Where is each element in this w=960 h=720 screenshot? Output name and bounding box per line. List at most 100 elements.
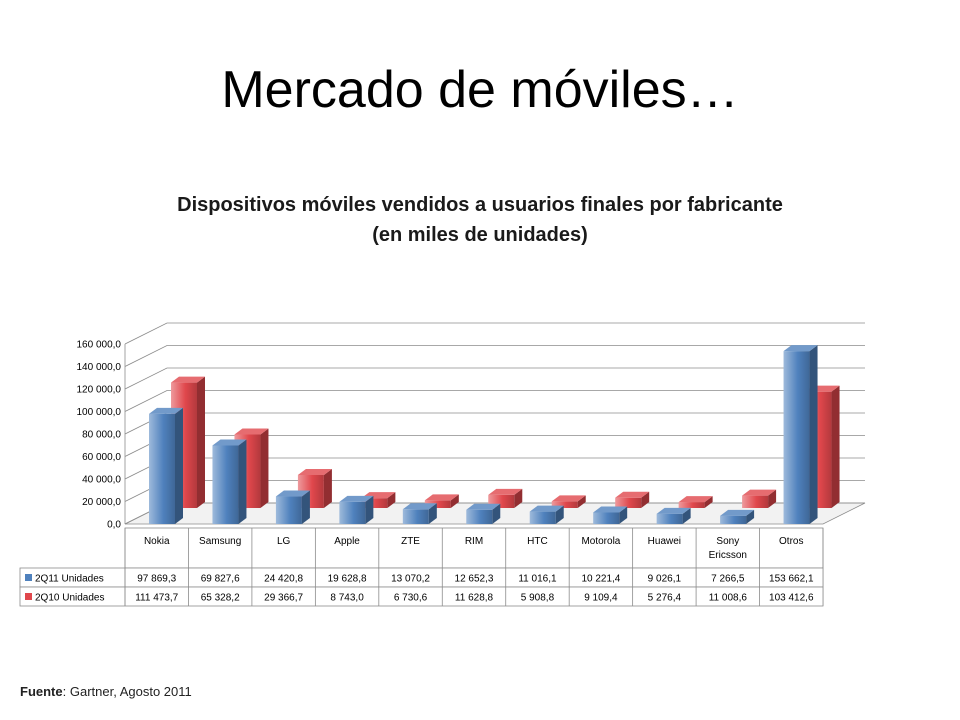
legend-key <box>25 574 32 581</box>
table-header-row <box>124 527 824 569</box>
data-label: 111 473,7 <box>135 593 178 604</box>
data-label: 9 026,1 <box>648 574 682 585</box>
bar-2q11-lg <box>275 490 310 524</box>
bar-side <box>492 503 501 524</box>
category-label: HTC <box>527 536 548 547</box>
data-label: 10 221,4 <box>581 574 620 585</box>
data-label: 7 266,5 <box>711 574 745 585</box>
bar-side <box>641 491 650 508</box>
bar-top <box>171 376 205 383</box>
bar-top <box>212 439 247 446</box>
bar-front <box>742 495 769 508</box>
category-label: Nokia <box>144 536 170 547</box>
bar-side <box>619 506 628 524</box>
data-label: 103 412,6 <box>769 593 814 604</box>
data-label: 153 662,1 <box>769 574 814 585</box>
data-label: 19 628,8 <box>328 574 367 585</box>
bar-front <box>529 511 556 524</box>
data-label: 24 420,8 <box>264 574 303 585</box>
data-label: 9 109,4 <box>584 593 618 604</box>
bar-side <box>577 495 586 508</box>
bar-chart-3d: 0,0 20 000,0 40 000,0 60 000,0 80 000,0 100 0… <box>19 322 866 607</box>
bar-front <box>149 413 175 524</box>
data-label: 65 328,2 <box>201 593 240 604</box>
bar-front <box>424 500 451 508</box>
data-label: 11 016,1 <box>518 574 557 585</box>
bar-top <box>297 468 332 475</box>
bar-front <box>466 509 493 524</box>
source-label: Fuente <box>20 684 63 699</box>
data-label: 12 652,3 <box>455 574 494 585</box>
bar-side <box>746 509 755 524</box>
bar-side <box>175 407 183 524</box>
bar-front <box>783 351 810 524</box>
bar-front <box>275 496 302 524</box>
bar-side <box>260 428 269 508</box>
bar-front <box>339 501 366 524</box>
legend-label: 2Q10 Unidades <box>35 593 105 604</box>
bar-top <box>551 495 586 502</box>
bar-side <box>682 507 691 524</box>
category-label: Samsung <box>199 536 241 547</box>
bar-side <box>301 490 310 524</box>
bar-2q11-apple <box>339 495 374 524</box>
bar-front <box>720 515 747 524</box>
bar-side <box>450 494 459 508</box>
data-label: 5 276,4 <box>648 593 682 604</box>
gridline <box>124 367 865 390</box>
y-tick-label: 160 000,0 <box>77 340 122 351</box>
bar-top <box>402 503 437 510</box>
legend-label: 2Q11 Unidades <box>35 574 104 585</box>
chart-title: Dispositivos móviles vendidos a usuarios… <box>80 190 880 250</box>
bar-front <box>361 498 388 508</box>
bar-2q11-rim <box>466 503 501 524</box>
bar-front <box>593 512 620 524</box>
bar-2q11-motorola <box>593 506 628 524</box>
bar-top <box>593 506 628 513</box>
bar-front <box>402 509 429 524</box>
y-tick-label: 140 000,0 <box>77 362 122 373</box>
bar-2q10-huawei <box>678 496 713 508</box>
bar-side <box>704 496 713 508</box>
bar-top <box>742 489 777 496</box>
bar-top <box>234 428 269 435</box>
bar-front <box>212 445 239 524</box>
bar-top <box>678 496 713 503</box>
bar-side <box>387 492 396 508</box>
bar-top <box>615 491 650 498</box>
gridline <box>124 345 865 367</box>
bar-2q11-zte <box>402 503 437 524</box>
category-label: Motorola <box>581 536 620 547</box>
bar-front <box>656 513 683 524</box>
bar-side <box>831 385 840 508</box>
y-tick-label: 120 000,0 <box>77 385 122 396</box>
bar-2q11-sony-ericsson <box>720 509 755 524</box>
data-label: 11 008,6 <box>709 593 748 604</box>
category-label: Otros <box>779 536 803 547</box>
data-label: 6 730,6 <box>394 593 428 604</box>
table-series-row <box>19 586 824 607</box>
bar-front <box>551 501 578 508</box>
bar-top <box>656 507 691 514</box>
bar-front <box>678 502 705 508</box>
bar-2q11-otros <box>783 345 818 524</box>
bar-side <box>555 505 564 524</box>
chart-title-line1: Dispositivos móviles vendidos a usuarios… <box>177 194 783 216</box>
bar-side <box>365 495 374 524</box>
bar-side <box>514 488 523 508</box>
data-label: 8 743,0 <box>330 593 364 604</box>
category-label: LG <box>277 536 291 547</box>
gridline <box>124 390 865 412</box>
category-label: Apple <box>334 536 360 547</box>
bar-top <box>529 505 564 512</box>
data-label: 11 628,8 <box>455 593 494 604</box>
bar-side <box>809 345 818 524</box>
bar-top <box>720 509 755 516</box>
source-text: : Gartner, Agosto 2011 <box>62 684 192 699</box>
data-label: 13 070,2 <box>391 574 430 585</box>
legend-key <box>25 593 32 600</box>
bar-top <box>149 407 183 414</box>
bar-side <box>428 503 437 524</box>
bar-2q10-motorola <box>615 491 650 508</box>
gridline <box>124 322 865 345</box>
